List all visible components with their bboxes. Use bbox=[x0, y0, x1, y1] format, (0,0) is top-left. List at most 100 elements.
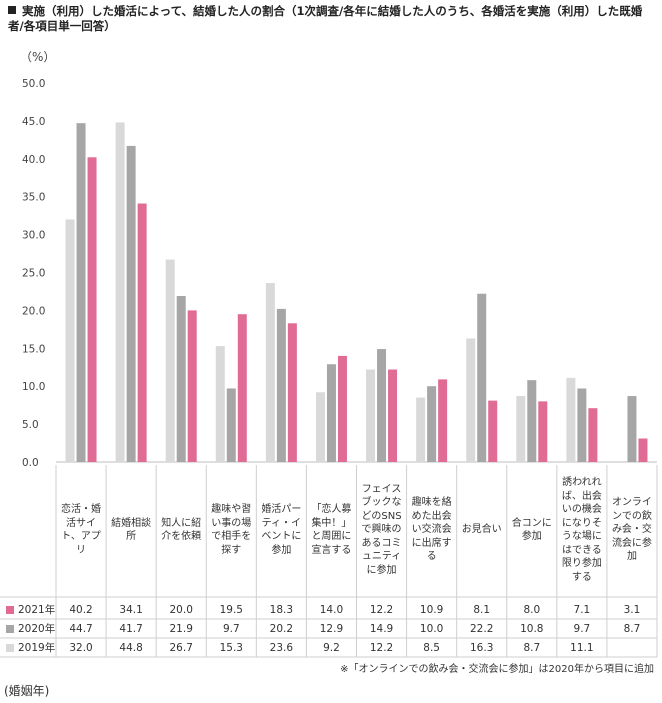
data-label: 8.1 bbox=[473, 603, 491, 616]
category-label: フェイスブックなどのSNSで興味のあるコミュニティに参加 bbox=[361, 483, 402, 576]
legend-entry: 2020年 bbox=[6, 619, 55, 638]
table-row: 2019年 32.0 44.8 26.7 15.3 23.6 9.2 12.2 8.5 16.3 8… bbox=[0, 638, 662, 657]
data-label: 34.1 bbox=[119, 603, 143, 616]
table-row: 2020年 44.7 41.7 21.9 9.7 20.2 12.9 14.9 10.0 22.2… bbox=[0, 619, 662, 638]
bar-2020年-3 bbox=[176, 295, 186, 462]
bar-2020年-10 bbox=[527, 380, 537, 462]
bar-2020年-9 bbox=[477, 293, 487, 462]
bar-2021年-7 bbox=[388, 369, 398, 462]
legend-label: 2020年 bbox=[18, 623, 56, 635]
bar-2021年-12 bbox=[638, 438, 648, 462]
data-label: 41.7 bbox=[119, 622, 143, 635]
data-label: 9.7 bbox=[222, 622, 240, 635]
chart-title-text: 実施（利用）した婚活によって、結婚した人の割合（1次調査/各年に結婚した人のうち… bbox=[8, 4, 643, 33]
footnote: ※「オンラインでの飲み会・交流会に参加」は2020年から項目に追加 bbox=[340, 664, 654, 675]
category-label: 結婚相談所 bbox=[111, 517, 152, 543]
data-label bbox=[607, 638, 657, 657]
bar-2019年-11 bbox=[566, 377, 576, 462]
bar-2019年-3 bbox=[165, 259, 175, 462]
bar-2020年-1 bbox=[76, 123, 86, 462]
bar-2019年-1 bbox=[65, 219, 75, 462]
category-label: 「恋人募集中！」と周囲に宣言する bbox=[311, 504, 352, 556]
bar-2021年-6 bbox=[337, 355, 347, 462]
y-tick-label: 25.0 bbox=[22, 268, 45, 280]
data-label: 44.8 bbox=[119, 641, 143, 654]
bar-2020年-8 bbox=[427, 386, 437, 462]
bar-2020年-11 bbox=[577, 388, 587, 462]
category-label: 合コンに参加 bbox=[511, 517, 552, 543]
data-label: 12.2 bbox=[369, 603, 394, 616]
data-label: 10.0 bbox=[419, 622, 444, 635]
data-label: 3.1 bbox=[623, 603, 641, 616]
category-label: 趣味を絡めた出会い交流会に出席する bbox=[411, 497, 452, 563]
data-label: 12.2 bbox=[369, 641, 394, 654]
y-tick-label: 30.0 bbox=[22, 230, 45, 242]
bar-2021年-11 bbox=[588, 408, 598, 462]
bar-2021年-8 bbox=[438, 379, 448, 462]
data-label: 20.0 bbox=[169, 603, 193, 616]
bar-2019年-7 bbox=[366, 369, 376, 462]
category-label: 恋活・婚活サイト、アプリ bbox=[61, 504, 102, 556]
bar-2021年-10 bbox=[538, 401, 548, 462]
legend-entry: 2019年 bbox=[6, 638, 55, 657]
legend-swatch bbox=[6, 605, 14, 614]
data-label: 9.2 bbox=[323, 641, 340, 654]
y-tick-label: 20.0 bbox=[22, 305, 45, 317]
data-label: 16.3 bbox=[470, 641, 494, 654]
y-tick-label: 10.0 bbox=[22, 381, 45, 393]
category-label: お見合い bbox=[461, 524, 502, 536]
bar-2019年-2 bbox=[115, 122, 125, 462]
data-label: 21.9 bbox=[169, 622, 193, 635]
bar-2020年-6 bbox=[326, 364, 336, 462]
bar-2019年-8 bbox=[416, 397, 426, 462]
bar-2019年-9 bbox=[466, 338, 476, 462]
data-label: 44.7 bbox=[69, 622, 93, 635]
title-bullet-icon bbox=[8, 6, 16, 14]
data-label: 8.0 bbox=[523, 603, 541, 616]
y-tick-label: 50.0 bbox=[22, 78, 45, 90]
data-label: 9.7 bbox=[573, 622, 591, 635]
bar-2021年-4 bbox=[237, 314, 247, 462]
row-axis-caption: (婚姻年) bbox=[4, 684, 50, 698]
category-label: オンラインでの飲み会・交流会に参加 bbox=[611, 497, 652, 563]
bar-2019年-6 bbox=[315, 392, 325, 462]
bar-2021年-3 bbox=[187, 310, 197, 462]
data-label: 26.7 bbox=[169, 641, 193, 654]
category-label: 知人に紹介を依頼 bbox=[161, 517, 202, 543]
legend-label: 2021年 bbox=[18, 604, 56, 616]
y-tick-label: 40.0 bbox=[22, 154, 45, 166]
table-row: 2021年 40.2 34.1 20.0 19.5 18.3 14.0 12.2 10.9 8.1… bbox=[0, 600, 662, 619]
data-label: 18.3 bbox=[269, 603, 294, 616]
y-axis-unit: （%） bbox=[20, 50, 56, 64]
bar-2021年-9 bbox=[488, 400, 498, 462]
data-label: 8.7 bbox=[523, 641, 541, 654]
data-label: 40.2 bbox=[69, 603, 93, 616]
data-label: 14.0 bbox=[319, 603, 344, 616]
y-tick-label: 15.0 bbox=[22, 343, 45, 355]
data-label: 12.9 bbox=[319, 622, 344, 635]
bar-2020年-4 bbox=[226, 388, 236, 462]
data-label: 8.7 bbox=[623, 622, 641, 635]
category-label: 趣味や習い事の場で相手を探す bbox=[211, 504, 252, 556]
bar-2020年-2 bbox=[126, 145, 136, 462]
data-label: 23.6 bbox=[269, 641, 294, 654]
category-label: 誘われれば、出会いの機会になりそうな場にはできる限り参加する bbox=[561, 477, 602, 583]
bar-2020年-5 bbox=[276, 308, 286, 462]
bar-2021年-2 bbox=[137, 203, 147, 462]
data-label: 11.1 bbox=[570, 641, 594, 654]
bar-2019年-10 bbox=[516, 396, 526, 462]
y-tick-label: 5.0 bbox=[22, 419, 39, 431]
y-tick-label: 0.0 bbox=[22, 457, 39, 469]
data-label: 10.9 bbox=[419, 603, 444, 616]
bar-2019年-4 bbox=[215, 346, 225, 462]
legend-swatch bbox=[6, 643, 14, 652]
data-table: 恋活・婚活サイト、アプリ 結婚相談所 知人に紹介を依頼 趣味や習い事の場で相手を探す婚… bbox=[0, 465, 662, 655]
data-label: 22.2 bbox=[470, 622, 494, 635]
y-tick-label: 35.0 bbox=[22, 192, 45, 204]
bar-2021年-5 bbox=[287, 323, 297, 462]
legend-label: 2019年 bbox=[18, 642, 56, 654]
data-label: 15.3 bbox=[219, 641, 243, 654]
category-label: 婚活パーティ・イベントに参加 bbox=[261, 504, 302, 556]
bar-2020年-7 bbox=[377, 349, 387, 462]
